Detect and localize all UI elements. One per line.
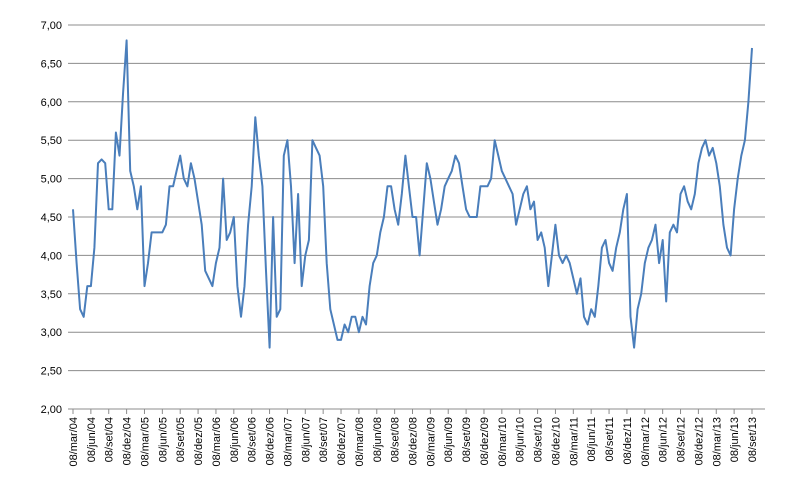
x-tick-label: 08/mar/11 [568, 417, 580, 466]
x-tick-label: 08/set/13 [747, 417, 759, 462]
x-tick-label: 08/mar/08 [354, 417, 366, 467]
x-tick-label: 08/mar/04 [68, 417, 80, 467]
y-tick-label: 2,50 [41, 366, 62, 378]
x-tick-label: 08/dez/05 [193, 417, 205, 465]
x-tick-label: 08/dez/06 [265, 417, 277, 465]
x-tick-label: 08/jun/09 [443, 417, 455, 462]
x-tick-label: 08/mar/06 [211, 417, 223, 467]
x-tick-label: 08/set/04 [104, 417, 116, 462]
x-tick-label: 08/dez/09 [479, 417, 491, 465]
data-line [72, 39, 753, 349]
x-tick-label: 08/dez/08 [408, 417, 420, 465]
x-tick-label: 08/jun/13 [729, 417, 741, 462]
y-tick-label: 6,00 [41, 97, 62, 109]
x-tick-label: 08/jun/06 [229, 417, 241, 462]
y-tick-label: 5,00 [41, 174, 62, 186]
x-tick-label: 08/mar/10 [497, 417, 509, 467]
x-tick-label: 08/set/10 [533, 417, 545, 462]
x-tick-label: 08/mar/13 [711, 417, 723, 467]
x-tick-label: 08/set/09 [461, 417, 473, 462]
x-tick-label: 08/mar/09 [425, 417, 437, 467]
y-tick-label: 4,50 [41, 212, 62, 224]
x-tick-label: 08/dez/12 [693, 417, 705, 465]
x-tick-label: 08/jun/08 [372, 417, 384, 462]
y-tick-label: 5,50 [41, 135, 62, 147]
x-tick-label: 08/jun/11 [586, 417, 598, 461]
x-tick-label: 08/set/12 [676, 417, 688, 462]
x-tick-label: 08/dez/07 [336, 417, 348, 465]
x-tick-label: 08/jun/07 [300, 417, 312, 462]
y-tick-label: 4,00 [41, 250, 62, 262]
y-tick-label: 7,00 [41, 20, 62, 32]
x-tick-label: 08/set/07 [318, 417, 330, 462]
x-tick-label: 08/dez/11 [622, 417, 634, 465]
x-tick-label: 08/dez/10 [550, 417, 562, 465]
y-tick-label: 3,00 [41, 327, 62, 339]
y-tick-label: 6,50 [41, 58, 62, 70]
x-tick-label: 08/jun/04 [86, 417, 98, 462]
x-tick-label: 08/jun/12 [658, 417, 670, 462]
x-tick-label: 08/jun/05 [157, 417, 169, 462]
y-tick-label: 2,00 [41, 404, 62, 416]
x-tick-label: 08/set/08 [390, 417, 402, 462]
x-tick-label: 08/set/11 [604, 417, 616, 461]
x-tick-label: 08/jun/10 [515, 417, 527, 462]
x-tick-label: 08/mar/05 [139, 417, 151, 467]
y-tick-label: 3,50 [41, 289, 62, 301]
x-tick-label: 08/mar/12 [640, 417, 652, 467]
x-tick-label: 08/set/06 [247, 417, 259, 462]
x-tick-label: 08/dez/04 [122, 417, 134, 465]
x-tick-label: 08/mar/07 [282, 417, 294, 467]
x-tick-label: 08/set/05 [175, 417, 187, 462]
